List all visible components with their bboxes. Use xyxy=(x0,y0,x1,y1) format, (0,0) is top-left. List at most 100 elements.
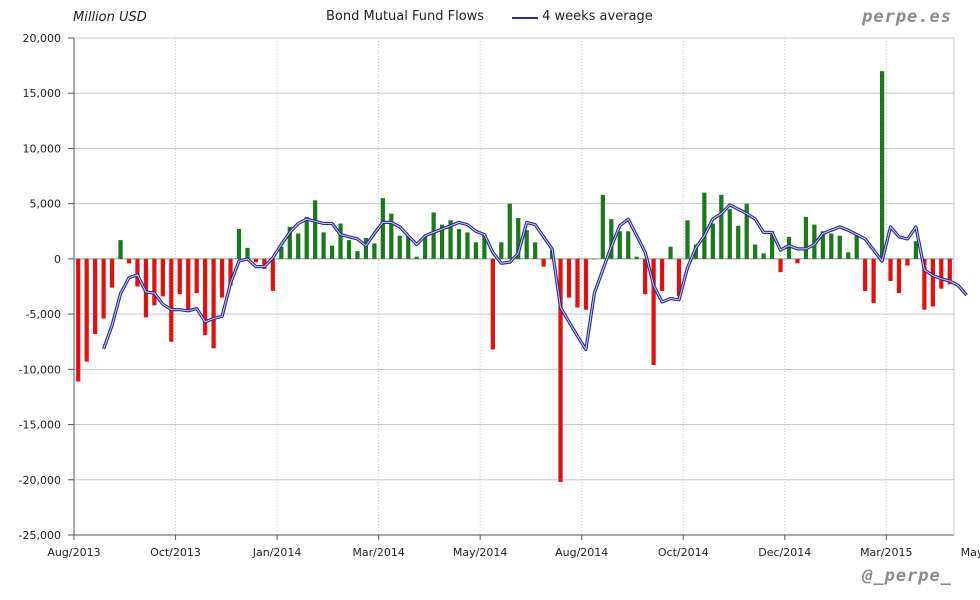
bar-inflow xyxy=(507,203,512,259)
bar-inflow xyxy=(245,247,250,259)
brand-watermark-bottom: @_perpe_ xyxy=(862,566,952,586)
bar-outflow xyxy=(558,258,563,482)
bar-outflow xyxy=(643,258,648,295)
bar-inflow xyxy=(719,194,724,259)
bar-outflow xyxy=(270,258,275,291)
bar-inflow xyxy=(727,209,732,259)
bar-outflow xyxy=(169,258,174,342)
bar-inflow xyxy=(879,71,885,259)
x-tick-label: Mar/2014 xyxy=(352,546,404,559)
bar-outflow xyxy=(177,258,182,295)
bar-inflow xyxy=(439,224,445,259)
bar-outflow xyxy=(939,258,944,289)
bar-inflow xyxy=(236,229,242,259)
bar-inflow xyxy=(702,192,707,259)
bar-outflow xyxy=(76,258,81,382)
bar-inflow xyxy=(854,235,859,259)
x-tick-label: May/2014 xyxy=(453,546,507,559)
bar-outflow xyxy=(126,258,132,264)
bar-inflow xyxy=(736,225,741,259)
bar-inflow xyxy=(338,223,343,259)
bar-inflow xyxy=(685,220,690,259)
bar-outflow xyxy=(795,258,800,264)
bar-inflow xyxy=(634,256,639,259)
bar-inflow xyxy=(744,203,749,259)
bar-outflow xyxy=(143,258,149,318)
bar-outflow xyxy=(93,258,98,334)
bar-outflow xyxy=(109,258,115,288)
x-tick-label: Jan/2014 xyxy=(252,546,302,559)
bar-outflow xyxy=(659,258,665,291)
bar-inflow xyxy=(769,231,775,259)
legend: Bond Mutual Fund Flows 4 weeks average xyxy=(326,9,653,24)
bar-inflow xyxy=(363,237,369,259)
bar-inflow xyxy=(761,253,766,259)
legend-bar-label: Bond Mutual Fund Flows xyxy=(326,9,485,24)
bar-outflow xyxy=(194,258,199,294)
bar-inflow xyxy=(516,218,521,259)
bar-outflow xyxy=(888,258,893,281)
y-tick-label: 0 xyxy=(54,253,61,266)
x-tick-label: Oct/2013 xyxy=(150,546,201,559)
bar-inflow xyxy=(346,240,352,259)
bar-outflow xyxy=(651,258,656,365)
bar-inflow xyxy=(406,235,411,259)
bar-outflow xyxy=(896,258,902,294)
legend-line-label: 4 weeks average xyxy=(542,9,653,24)
bar-outflow xyxy=(135,258,140,287)
bar-outflow xyxy=(922,258,927,310)
bar-inflow xyxy=(837,235,842,259)
bar-inflow xyxy=(829,233,834,259)
bar-outflow xyxy=(211,258,216,349)
bar-inflow xyxy=(279,246,284,259)
bar-inflow xyxy=(355,251,360,259)
bar-inflow xyxy=(329,245,335,259)
bar-inflow xyxy=(710,223,715,259)
y-tick-label: -15,000 xyxy=(19,419,61,432)
brand-watermark-top: perpe.es xyxy=(862,7,952,27)
bar-inflow xyxy=(533,242,538,259)
bar-inflow xyxy=(626,231,631,259)
bar-inflow xyxy=(321,232,326,259)
bar-inflow xyxy=(389,213,394,259)
x-tick-label: Aug/2013 xyxy=(47,546,100,559)
bar-inflow xyxy=(592,258,597,260)
bar-inflow xyxy=(313,200,318,259)
bar-inflow xyxy=(609,219,614,259)
bar-outflow xyxy=(160,258,165,297)
x-tick-label: Mar/2015 xyxy=(860,546,912,559)
bar-outflow xyxy=(101,258,106,319)
bar-outflow xyxy=(203,258,208,336)
y-tick-label: -20,000 xyxy=(19,474,61,487)
y-tick-label: 10,000 xyxy=(23,142,62,155)
bar-inflow xyxy=(423,236,428,259)
bar-inflow xyxy=(524,230,529,259)
bar-outflow xyxy=(676,258,682,297)
x-tick-label: May/2015 xyxy=(961,546,980,559)
bar-outflow xyxy=(490,258,495,350)
bar-outflow xyxy=(566,258,572,298)
bar-outflow xyxy=(905,258,910,266)
bar-inflow xyxy=(118,240,123,259)
bar-inflow xyxy=(499,242,504,259)
bar-outflow xyxy=(871,258,876,304)
bar-outflow xyxy=(778,258,783,273)
average-line xyxy=(103,204,968,350)
bar-outflow xyxy=(84,258,89,362)
bar-inflow xyxy=(304,216,309,259)
x-tick-label: Aug/2014 xyxy=(555,546,608,559)
bar-inflow xyxy=(913,241,919,259)
bar-outflow xyxy=(930,258,935,307)
bar-outflow xyxy=(152,258,157,306)
y-tick-label: 5,000 xyxy=(30,198,62,211)
bar-inflow xyxy=(397,235,402,259)
bar-outflow xyxy=(262,258,267,269)
bar-inflow xyxy=(846,252,851,259)
unit-label: Million USD xyxy=(73,10,147,25)
legend-line-swatch xyxy=(512,16,539,19)
bar-outflow xyxy=(219,258,225,298)
bar-inflow xyxy=(820,231,825,259)
bar-inflow xyxy=(753,244,758,259)
